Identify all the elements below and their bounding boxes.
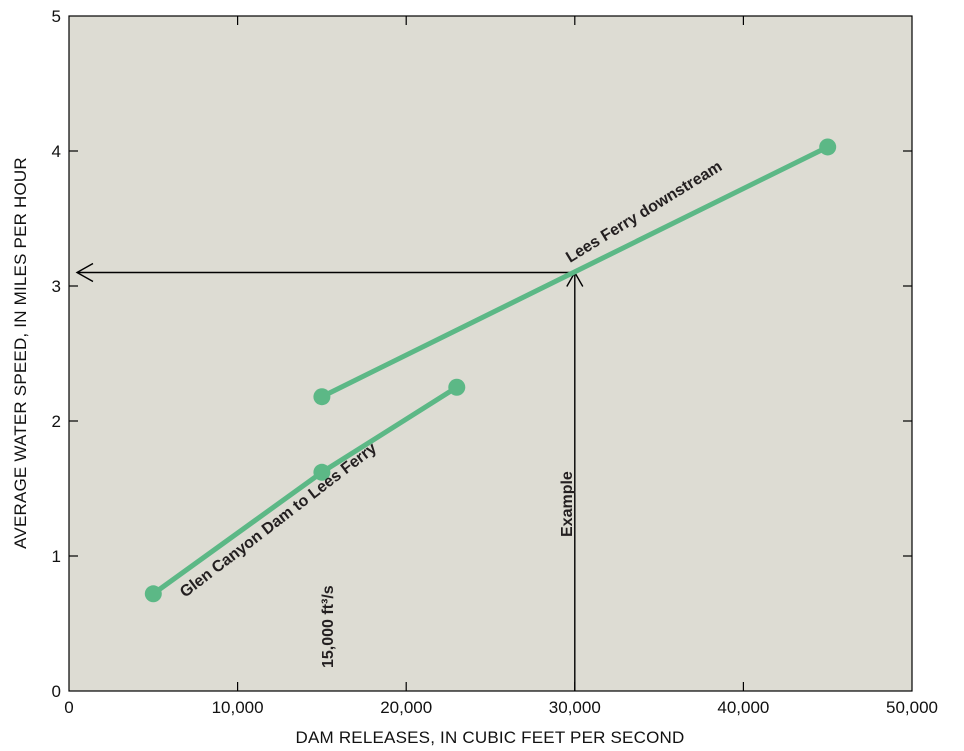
x-tick-label: 20,000 xyxy=(380,698,432,717)
y-tick-label: 5 xyxy=(52,7,61,26)
plot-area xyxy=(68,15,913,692)
x-tick-label: 30,000 xyxy=(549,698,601,717)
x-tick-label: 50,000 xyxy=(886,698,938,717)
data-point xyxy=(144,585,162,603)
example-arrowhead-left xyxy=(75,262,94,283)
y-tick-label: 1 xyxy=(52,547,61,566)
y-tick-label: 2 xyxy=(52,412,61,431)
y-tick-label: 4 xyxy=(52,142,61,161)
data-point xyxy=(448,378,466,396)
x-tick-label: 0 xyxy=(64,698,73,717)
annotation-example: Example xyxy=(559,471,576,537)
data-point xyxy=(313,463,331,481)
y-tick-label: 3 xyxy=(52,277,61,296)
x-axis-title: DAM RELEASES, IN CUBIC FEET PER SECOND xyxy=(296,728,685,747)
data-point xyxy=(313,388,331,406)
y-axis-title: AVERAGE WATER SPEED, IN MILES PER HOUR xyxy=(11,157,30,549)
series-line-1 xyxy=(320,144,829,399)
series-markers xyxy=(144,138,837,603)
axis-tick-labels: 0 10,000 20,000 30,000 40,000 50,000 0 1 2 3 4 5 xyxy=(52,7,938,717)
y-tick-label: 0 xyxy=(52,682,61,701)
data-point xyxy=(819,138,837,156)
annotation-15000-cfs: 15,000 ft³/s xyxy=(320,585,337,668)
axis-ticks xyxy=(69,16,912,691)
x-tick-label: 10,000 xyxy=(212,698,264,717)
x-tick-label: 40,000 xyxy=(717,698,769,717)
